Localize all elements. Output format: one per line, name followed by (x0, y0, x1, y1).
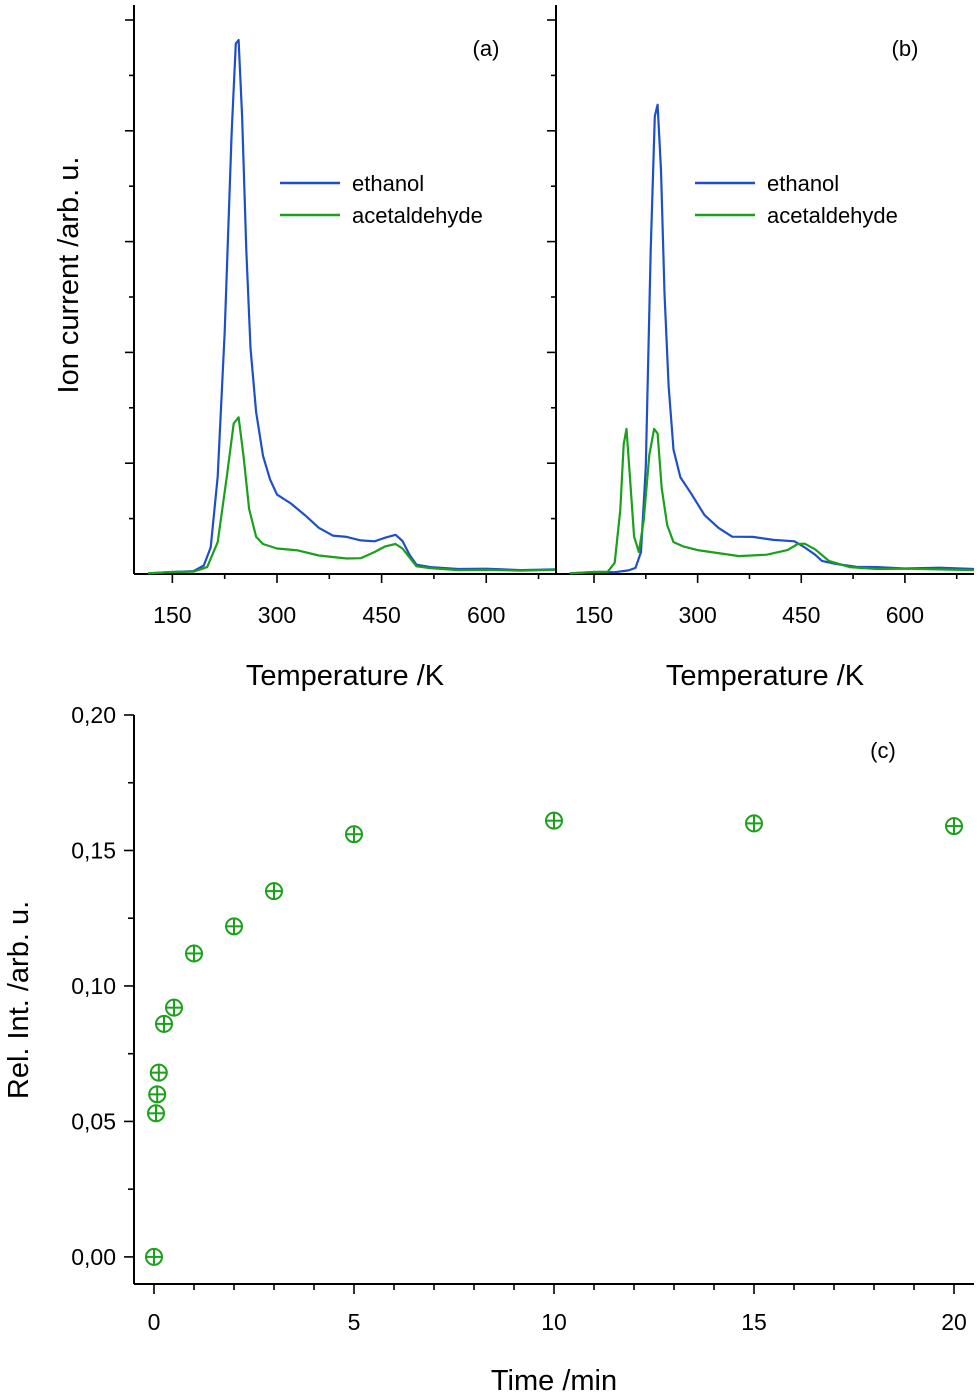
panel-c-data-point (265, 882, 283, 901)
panel-a-x-axis-title: Temperature /K (246, 660, 445, 692)
panel-c-y-tick-label: 0,20 (71, 702, 116, 728)
panel-c-data-point (148, 1085, 167, 1104)
panel-c-points (145, 811, 963, 1266)
panel-c-data-point (225, 917, 243, 936)
panel-c-y-tick-label: 0,15 (71, 837, 116, 863)
panel-c-x-tick-label: 20 (941, 1309, 967, 1335)
panel-b-x-tick-label: 300 (678, 602, 716, 628)
panel-c-ticks: 0 5 10 15 20 0,00 0,05 0,10 0,15 0,20 (71, 702, 967, 1335)
panel-a-series-acetaldehyde (147, 416, 557, 575)
panel-a-x-tick-label: 300 (258, 602, 296, 628)
panel-a-x-tick-label: 600 (467, 602, 505, 628)
legend-a-acetaldehyde-label: acetaldehyde (352, 203, 483, 228)
panel-c-data-point (945, 817, 963, 836)
panel-c-x-tick-label: 10 (541, 1309, 567, 1335)
panel-a-y-axis-title: Ion current /arb. u. (53, 157, 85, 394)
panel-b-label: (b) (892, 36, 919, 61)
panel-c-data-point (345, 825, 363, 844)
panel-b-series (569, 103, 975, 575)
legend-b-ethanol-label: ethanol (767, 171, 839, 196)
panel-c-y-tick-label: 0,00 (71, 1244, 116, 1270)
panel-a-tpd-chart: (a) 150 300 450 600 ethanol acetaldehyde Te… (53, 5, 557, 692)
legend-a-ethanol-label: ethanol (352, 171, 424, 196)
panel-a-series (147, 38, 557, 575)
panel-b-legend: ethanol acetaldehyde (695, 171, 898, 228)
panel-a-ticks: 150 300 450 600 (125, 19, 540, 628)
panel-c-x-axis-title: Time /min (491, 1365, 617, 1397)
panel-c-data-point (149, 1063, 168, 1082)
panel-b-x-axis-title: Temperature /K (666, 660, 865, 692)
panel-c-y-tick-label: 0,05 (71, 1108, 116, 1134)
panel-c-data-point (745, 814, 763, 833)
panel-c-data-point (147, 1104, 165, 1123)
panel-c-y-tick-label: 0,10 (71, 973, 116, 999)
panel-c-y-axis-title: Rel. Int. /arb. u. (3, 901, 35, 1099)
panel-a-x-tick-label: 450 (362, 602, 400, 628)
panel-b-ticks: 150 300 450 600 (547, 19, 958, 628)
panel-c-scatter-chart: (c) 0 5 10 15 20 0,00 0,05 0,10 0,15 0,20 Time /m… (3, 702, 974, 1397)
panel-a-series-ethanol (147, 38, 557, 575)
panel-b-series-acetaldehyde (569, 427, 975, 575)
panel-c-x-tick-label: 0 (148, 1309, 161, 1335)
panel-b-tpd-chart: (b) 150 300 450 600 ethanol acetaldehyde Te… (547, 5, 975, 692)
panel-c-label: (c) (870, 738, 896, 763)
panel-c-data-point (545, 811, 563, 830)
panel-a-x-tick-label: 150 (153, 602, 191, 628)
panel-a-legend: ethanol acetaldehyde (280, 171, 483, 228)
panel-b-x-tick-label: 150 (575, 602, 613, 628)
panel-b-x-tick-label: 600 (886, 602, 924, 628)
panel-c-data-point (165, 998, 183, 1017)
panel-c-data-point (145, 1247, 163, 1266)
panel-b-x-tick-label: 450 (782, 602, 820, 628)
legend-b-acetaldehyde-label: acetaldehyde (767, 203, 898, 228)
panel-c-data-point (185, 944, 203, 963)
panel-a-label: (a) (473, 36, 500, 61)
panel-c-x-tick-label: 15 (741, 1309, 767, 1335)
panel-c-x-tick-label: 5 (348, 1309, 361, 1335)
panel-c-data-point (155, 1014, 173, 1033)
